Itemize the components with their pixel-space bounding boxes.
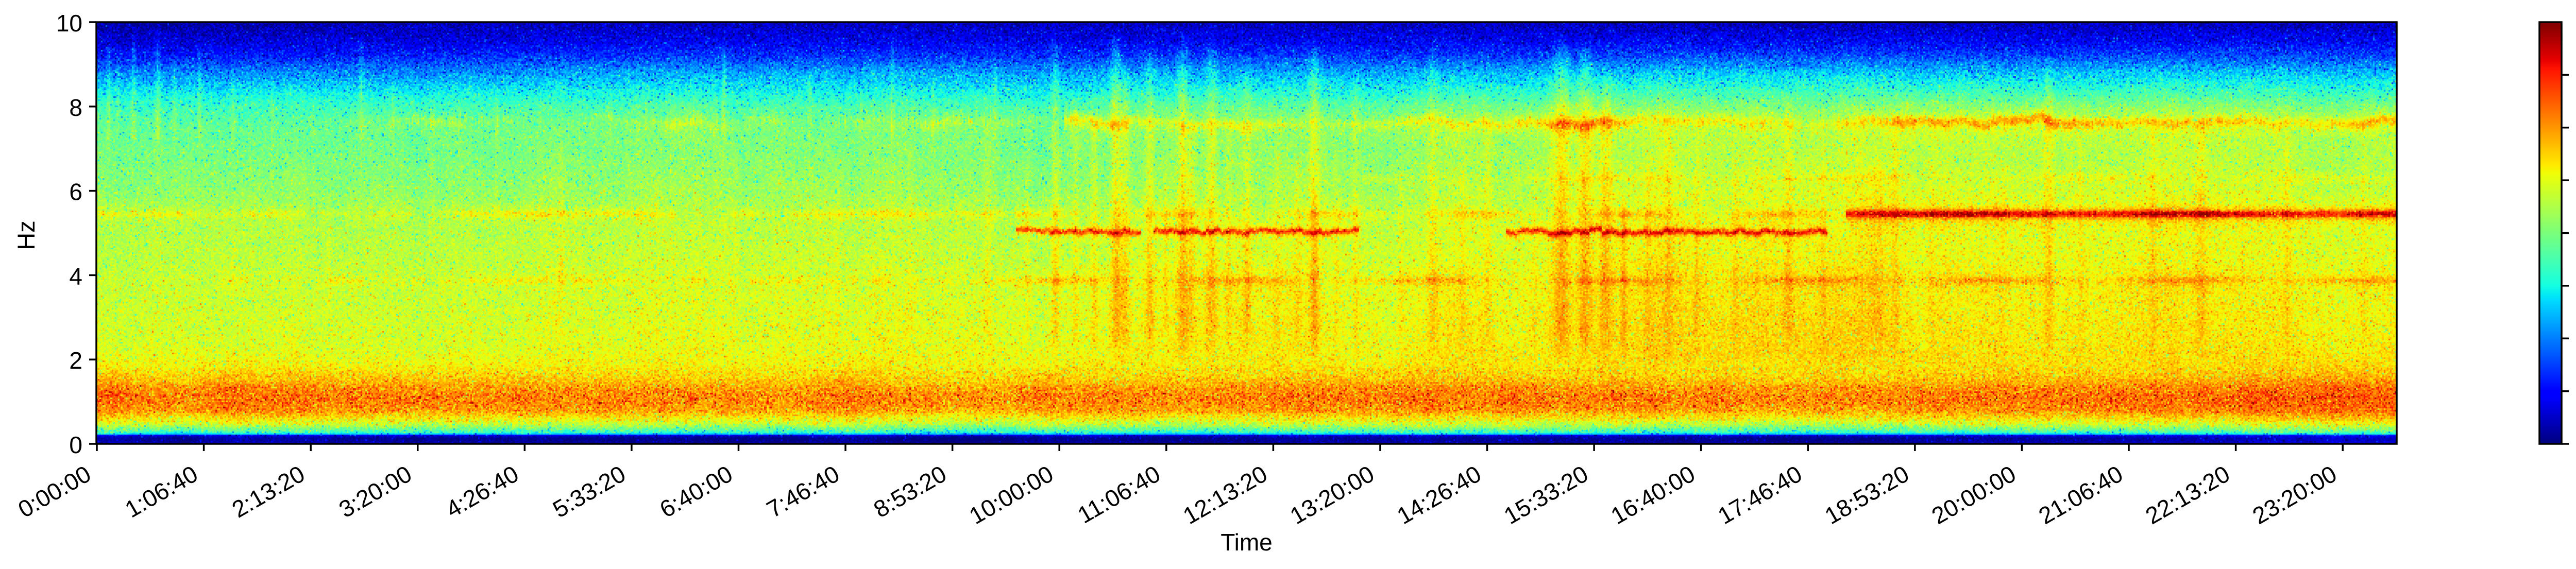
svg-text:10: 10 — [56, 10, 82, 37]
svg-text:15:33:20: 15:33:20 — [1499, 460, 1592, 530]
svg-text:4:26:40: 4:26:40 — [441, 460, 523, 523]
svg-text:8: 8 — [69, 94, 82, 121]
svg-text:13:20:00: 13:20:00 — [1285, 460, 1379, 530]
svg-text:4: 4 — [69, 263, 82, 289]
svg-text:1:06:40: 1:06:40 — [121, 460, 202, 523]
svg-text:0:00:00: 0:00:00 — [13, 460, 95, 523]
svg-text:2:13:20: 2:13:20 — [227, 460, 309, 523]
svg-text:11:06:40: 11:06:40 — [1073, 460, 1165, 529]
svg-text:23:20:00: 23:20:00 — [2248, 460, 2341, 530]
svg-text:21:06:40: 21:06:40 — [2034, 460, 2127, 530]
svg-text:12:13:20: 12:13:20 — [1178, 460, 1272, 530]
svg-text:17:46:40: 17:46:40 — [1713, 460, 1806, 530]
svg-text:2: 2 — [69, 347, 82, 374]
svg-text:7:46:40: 7:46:40 — [762, 460, 844, 523]
svg-text:3:20:00: 3:20:00 — [334, 460, 416, 523]
svg-text:20:00:00: 20:00:00 — [1927, 460, 2020, 530]
svg-text:Time: Time — [1221, 529, 1273, 556]
svg-text:22:13:20: 22:13:20 — [2141, 460, 2234, 530]
svg-text:10:00:00: 10:00:00 — [964, 460, 1058, 530]
svg-text:Hz: Hz — [12, 220, 40, 250]
svg-text:16:40:00: 16:40:00 — [1606, 460, 1700, 530]
svg-text:8:53:20: 8:53:20 — [869, 460, 951, 523]
svg-text:5:33:20: 5:33:20 — [548, 460, 630, 523]
svg-text:6:40:00: 6:40:00 — [655, 460, 737, 523]
svg-text:0: 0 — [69, 432, 82, 458]
svg-text:6: 6 — [69, 179, 82, 205]
svg-text:14:26:40: 14:26:40 — [1392, 460, 1485, 530]
svg-text:18:53:20: 18:53:20 — [1820, 460, 1913, 530]
